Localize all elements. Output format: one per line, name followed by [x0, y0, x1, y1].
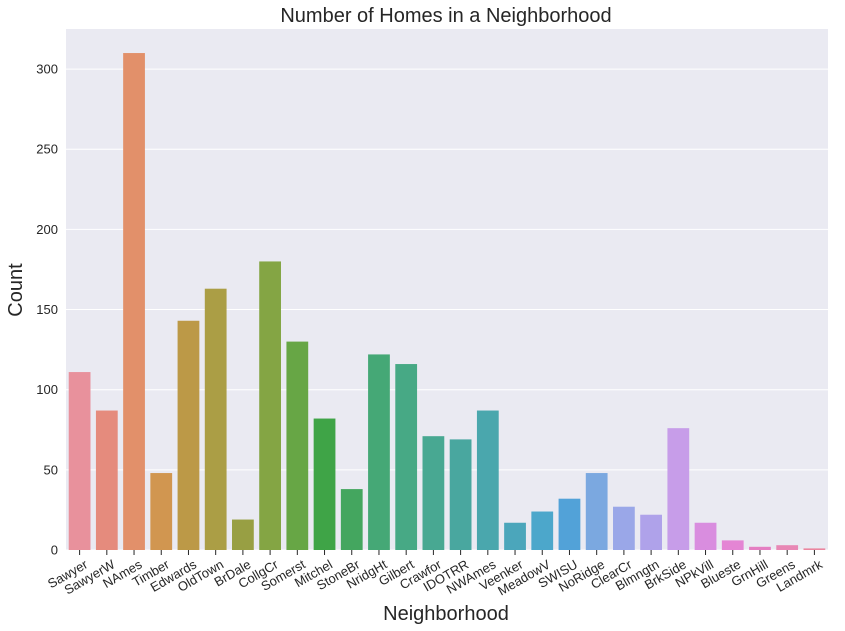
- bar-sawyerw: [95, 410, 118, 550]
- bar-idotrr: [449, 439, 472, 550]
- bar-oldtown: [204, 288, 227, 550]
- bar-clearcr: [613, 506, 635, 550]
- bar-edwards: [177, 320, 200, 550]
- bar-noridge: [585, 473, 608, 550]
- y-tick-label: 250: [36, 142, 58, 157]
- y-tick-label: 200: [36, 222, 58, 237]
- bar-timber: [150, 473, 173, 550]
- bar-greens: [776, 545, 799, 550]
- bar-npkvill: [694, 522, 717, 550]
- y-axis-label: Count: [5, 263, 27, 317]
- bars: [68, 53, 826, 551]
- bar-sawyer: [68, 372, 91, 550]
- y-tick-label: 150: [36, 302, 58, 317]
- bar-nwames: [476, 410, 499, 550]
- bar-crawfor: [422, 436, 445, 550]
- bar-somerst: [286, 341, 309, 550]
- x-axis-ticks: SawyerSawyerWNAmesTimberEdwardsOldTownBr…: [45, 550, 825, 599]
- bar-meadowv: [531, 511, 554, 550]
- y-axis-ticks: 0 50 100 150 200 250 300: [36, 62, 58, 558]
- x-axis-label: Neighborhood: [383, 603, 509, 625]
- y-tick-label: 300: [36, 62, 58, 77]
- bar-veenker: [504, 522, 526, 550]
- y-tick-label: 100: [36, 382, 58, 397]
- chart-title: Number of Homes in a Neighborhood: [280, 5, 611, 27]
- bar-mitchel: [313, 418, 336, 550]
- bar-brdale: [232, 519, 254, 550]
- bar-swisu: [558, 498, 581, 550]
- y-tick-label: 0: [51, 543, 58, 558]
- bar-names: [123, 53, 145, 551]
- bar-gilbert: [395, 364, 418, 550]
- bar-grnhill: [749, 546, 771, 550]
- bar-blueste: [721, 540, 744, 550]
- bar-blmngtn: [640, 514, 662, 550]
- bar-landmrk: [803, 548, 826, 550]
- bar-collgcr: [259, 261, 281, 550]
- bar-stonebr: [340, 489, 363, 550]
- y-tick-label: 50: [44, 462, 58, 477]
- bar-brkside: [667, 428, 690, 550]
- bar-nridght: [368, 354, 390, 550]
